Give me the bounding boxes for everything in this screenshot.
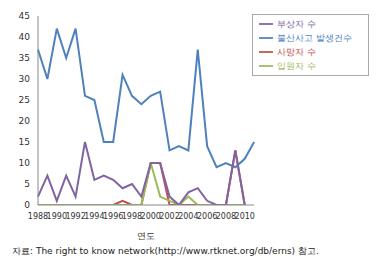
svg-text:1998: 1998 — [122, 212, 142, 221]
svg-text:35: 35 — [19, 53, 30, 63]
svg-text:2002: 2002 — [159, 212, 179, 221]
html-text:입원자 수: 입원자 수 — [277, 60, 316, 71]
svg-text:2006: 2006 — [197, 212, 217, 221]
svg-text:40: 40 — [19, 32, 31, 42]
svg-text:10: 10 — [19, 158, 31, 168]
svg-text:20: 20 — [19, 116, 31, 126]
svg-text:1988: 1988 — [28, 212, 48, 221]
svg-text:15: 15 — [19, 137, 30, 147]
svg-text:25: 25 — [19, 95, 30, 105]
svg-text:1992: 1992 — [65, 212, 85, 221]
svg-text:2010: 2010 — [235, 212, 255, 221]
html-text:불산사고 발생건수: 불산사고 발생건수 — [277, 32, 352, 43]
svg-text:2004: 2004 — [178, 212, 198, 221]
svg-text:0: 0 — [24, 200, 30, 210]
svg-text:5: 5 — [24, 179, 30, 189]
svg-text:1990: 1990 — [47, 212, 67, 221]
svg-text:1996: 1996 — [103, 212, 123, 221]
svg-text:2000: 2000 — [141, 212, 161, 221]
html-text:사망자 수: 사망자 수 — [277, 46, 316, 57]
svg-text:연도: 연도 — [137, 231, 155, 241]
svg-text:30: 30 — [19, 74, 31, 84]
html-text:부상자 수: 부상자 수 — [277, 18, 316, 29]
svg-text:45: 45 — [19, 11, 30, 21]
svg-text:2008: 2008 — [216, 212, 236, 221]
html-text:자료: The right to know network(: 자료: The right to know network(http://www… — [12, 246, 319, 256]
svg-text:1994: 1994 — [84, 212, 104, 221]
